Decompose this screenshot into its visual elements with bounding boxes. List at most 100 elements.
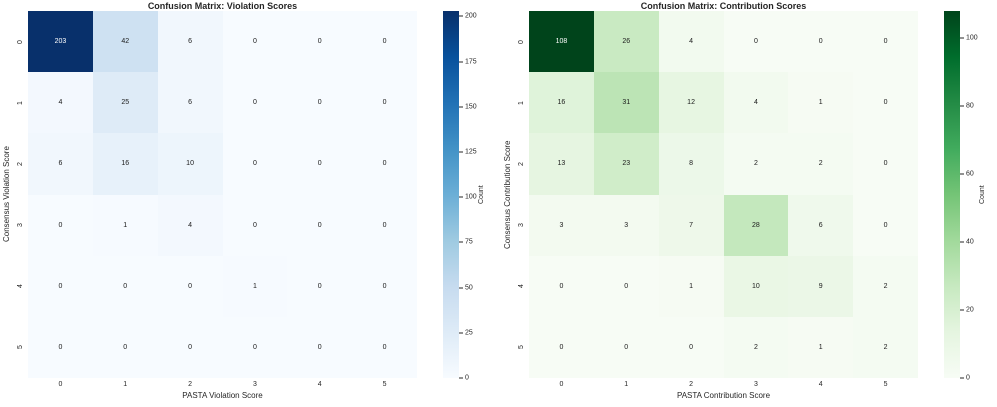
cell-value: 0: [317, 38, 322, 46]
heatmap-cell: 0: [222, 316, 288, 378]
x-tick-label: 1: [123, 381, 128, 388]
cell-value: 0: [252, 160, 257, 168]
heatmap-cell: 0: [723, 11, 789, 73]
cell-value: 0: [188, 343, 193, 351]
colorbar-tick-mark: [459, 61, 463, 63]
colorbar-tick-mark: [459, 196, 463, 198]
cell-value: 28: [752, 221, 760, 229]
cell-value: 8: [689, 160, 694, 168]
heatmap-cell: 0: [287, 255, 353, 317]
y-tick-labels: 0 1 2 3 4 5: [517, 11, 526, 378]
heatmap-grid: 108 26 4 0 0 0 16 31 12 4 1 0 13 23 8 2 2 0 3 3 7 28 6 0 0 0 1 10 9 2…: [529, 11, 918, 378]
colorbar-tick-mark: [960, 37, 964, 39]
colorbar-tick-value: 20: [966, 306, 974, 314]
cell-value: 42: [121, 38, 130, 46]
cell-value: 2: [753, 343, 758, 351]
colorbar-tick-value: 80: [966, 102, 974, 110]
cell-value: 0: [382, 38, 387, 46]
heatmap-cell: 10: [157, 133, 223, 195]
cell-value: 26: [622, 38, 631, 46]
cell-value: 0: [382, 282, 387, 290]
colorbar-tick-mark: [960, 377, 964, 379]
y-tick-label: 0: [17, 39, 24, 44]
y-tick-label: 5: [17, 345, 24, 350]
heatmap-cell: 4: [723, 72, 789, 134]
violation-scores-subplot: Confusion Matrix: Violation Scores Conse…: [0, 0, 497, 407]
heatmap-cell: 0: [853, 72, 918, 134]
cell-value: 10: [186, 160, 194, 168]
colorbar-tick: 125: [459, 149, 477, 156]
x-axis-label: PASTA Contribution Score: [676, 391, 771, 400]
heatmap-cell: 3: [529, 194, 594, 256]
x-tick-label: 4: [317, 381, 322, 388]
heatmap-cell: 31: [593, 72, 659, 134]
heatmap-cell: 6: [28, 133, 93, 195]
heatmap-cell: 1: [788, 72, 854, 134]
heatmap-cell: 1: [92, 194, 158, 256]
cell-value: 6: [58, 160, 63, 168]
heatmap-cell: 0: [352, 133, 417, 195]
colorbar-tick: 150: [459, 103, 477, 110]
cell-value: 0: [123, 343, 128, 351]
heatmap-cell: 0: [593, 316, 659, 378]
heatmap-cell: 2: [788, 133, 854, 195]
heatmap-cell: 0: [222, 194, 288, 256]
cell-value: 0: [252, 343, 257, 351]
cell-value: 0: [58, 221, 63, 229]
cell-value: 1: [818, 343, 823, 351]
x-tick-label: 2: [689, 381, 694, 388]
colorbar-tick-labels: 0 20 40 60 80 100: [960, 11, 990, 382]
cell-value: 0: [559, 282, 564, 290]
heatmap-cell: 0: [352, 72, 417, 134]
cell-value: 108: [555, 38, 568, 46]
colorbar-tick-value: 75: [465, 238, 473, 246]
heatmap-cell: 4: [157, 194, 223, 256]
colorbar-gradient: [443, 11, 459, 378]
heatmap-cell: 1: [658, 255, 724, 317]
colorbar-tick-mark: [459, 106, 463, 108]
heatmap-cell: 4: [658, 11, 724, 73]
cell-value: 1: [689, 282, 694, 290]
y-tick-label: 4: [518, 284, 525, 289]
colorbar-tick-mark: [459, 332, 463, 334]
colorbar-tick: 80: [960, 103, 974, 110]
heatmap-cell: 0: [287, 316, 353, 378]
heatmap-cell: 0: [853, 194, 918, 256]
x-tick-labels: 0 1 2 3 4 5: [28, 381, 417, 390]
cell-value: 0: [883, 160, 888, 168]
heatmap-cell: 16: [529, 72, 594, 134]
heatmap-cell: 0: [658, 316, 724, 378]
heatmap-cell: 16: [92, 133, 158, 195]
colorbar-tick-mark: [459, 241, 463, 243]
colorbar-label: Count: [478, 185, 485, 204]
heatmap-cell: 0: [352, 316, 417, 378]
heatmap-cell: 0: [593, 255, 659, 317]
heatmap-cell: 23: [593, 133, 659, 195]
x-tick-label: 3: [252, 381, 257, 388]
cell-value: 0: [317, 343, 322, 351]
heatmap-cell: 0: [529, 316, 594, 378]
x-tick-label: 3: [753, 381, 758, 388]
heatmap-cell: 0: [287, 11, 353, 73]
cell-value: 0: [252, 99, 257, 107]
cell-value: 0: [883, 221, 888, 229]
cell-value: 0: [58, 343, 63, 351]
heatmap-cell: 3: [593, 194, 659, 256]
cell-value: 0: [317, 282, 322, 290]
heatmap-cell: 0: [352, 255, 417, 317]
cell-value: 3: [559, 221, 564, 229]
cell-value: 25: [121, 99, 130, 107]
heatmap-grid: 203 42 6 0 0 0 4 25 6 0 0 0 6 16 10 0 0 0 0 1 4 0 0 0 0 0 0 1 0 0 0 0 0 0…: [28, 11, 417, 378]
x-tick-label: 2: [188, 381, 193, 388]
heatmap-cell: 2: [723, 316, 789, 378]
heatmap-cell: 0: [28, 316, 93, 378]
cell-value: 9: [818, 282, 823, 290]
y-tick-label: 4: [17, 284, 24, 289]
colorbar-tick-mark: [459, 377, 463, 379]
y-tick-label: 0: [518, 39, 525, 44]
heatmap-cell: 0: [352, 194, 417, 256]
cell-value: 16: [557, 99, 566, 107]
cell-value: 2: [883, 282, 888, 290]
colorbar-tick-mark: [960, 173, 964, 175]
colorbar-tick-mark: [960, 105, 964, 107]
